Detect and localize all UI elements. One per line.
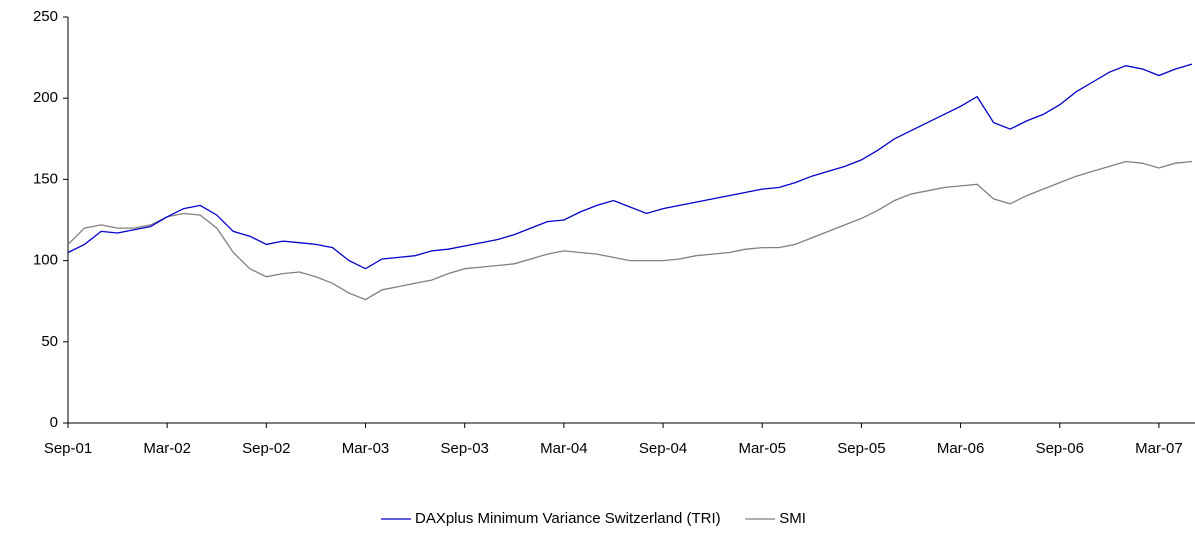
x-tick-label: Sep-03 [441, 440, 489, 457]
legend-label: DAXplus Minimum Variance Switzerland (TR… [415, 510, 721, 527]
y-tick-label: 50 [41, 333, 58, 350]
x-tick-label: Sep-04 [639, 440, 687, 457]
x-tick-label: Sep-05 [837, 440, 885, 457]
y-tick-label: 0 [50, 414, 58, 431]
x-tick-label: Mar-07 [1135, 440, 1183, 457]
x-tick-label: Sep-01 [44, 440, 92, 457]
y-tick-label: 250 [33, 8, 58, 25]
series-line [67, 160, 1193, 301]
series-line [67, 63, 1193, 270]
y-tick-label: 200 [33, 89, 58, 106]
x-tick-label: Sep-06 [1036, 440, 1084, 457]
x-tick-label: Mar-03 [342, 440, 390, 457]
y-tick-label: 100 [33, 252, 58, 269]
x-tick-label: Sep-02 [242, 440, 290, 457]
x-tick-label: Mar-06 [937, 440, 985, 457]
legend-label: SMI [779, 510, 806, 527]
x-tick-label: Mar-05 [738, 440, 786, 457]
x-tick-label: Mar-02 [143, 440, 191, 457]
x-tick-label: Mar-04 [540, 440, 588, 457]
y-tick-label: 150 [33, 170, 58, 187]
